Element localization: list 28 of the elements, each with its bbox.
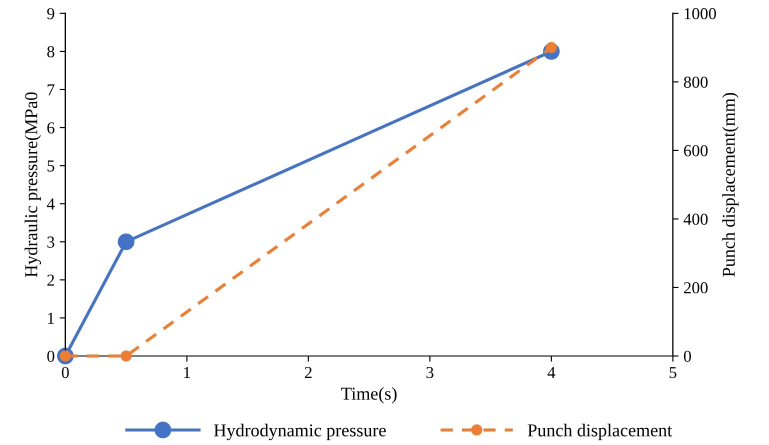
y-tick-label: 0: [47, 350, 54, 362]
x-tick-label: 2: [304, 366, 312, 378]
y2-tick-label: 0: [684, 350, 691, 362]
y2-axis-title: Punch displacement(mm): [722, 92, 739, 277]
y2-tick-label: 600: [684, 145, 708, 156]
y-tick-label: 9: [47, 8, 54, 20]
y2-tick-label: 400: [684, 214, 708, 225]
y-axis-title: Hydraulic pressure(MPa0: [24, 92, 42, 278]
y2-tick-label: 800: [684, 76, 708, 88]
y-tick-label: 1: [48, 312, 54, 324]
x-tick-label: 5: [670, 367, 676, 378]
y-tick-label: 2: [47, 274, 54, 286]
y-tick-label: 8: [47, 46, 54, 58]
x-tick-label: 3: [426, 366, 434, 378]
y-tick-label: 7: [48, 84, 54, 96]
x-tick-label: 0: [62, 366, 69, 378]
x-tick-label: 4: [548, 367, 556, 378]
y2-tick-label: 200: [684, 282, 708, 294]
y-tick-label: 6: [47, 122, 54, 134]
y-tick-label: 3: [47, 236, 54, 248]
point: [118, 233, 134, 250]
legend-label: Hydrodynamic pressure: [214, 424, 386, 440]
y-tick-label: 4: [46, 198, 55, 210]
legend-label: Punch displacement: [528, 424, 672, 440]
x-tick-label: 1: [184, 366, 190, 378]
y2-tick-label: 1000: [684, 8, 716, 20]
x-axis-title: Time(s): [341, 387, 397, 404]
y-tick-label: 5: [48, 160, 54, 172]
